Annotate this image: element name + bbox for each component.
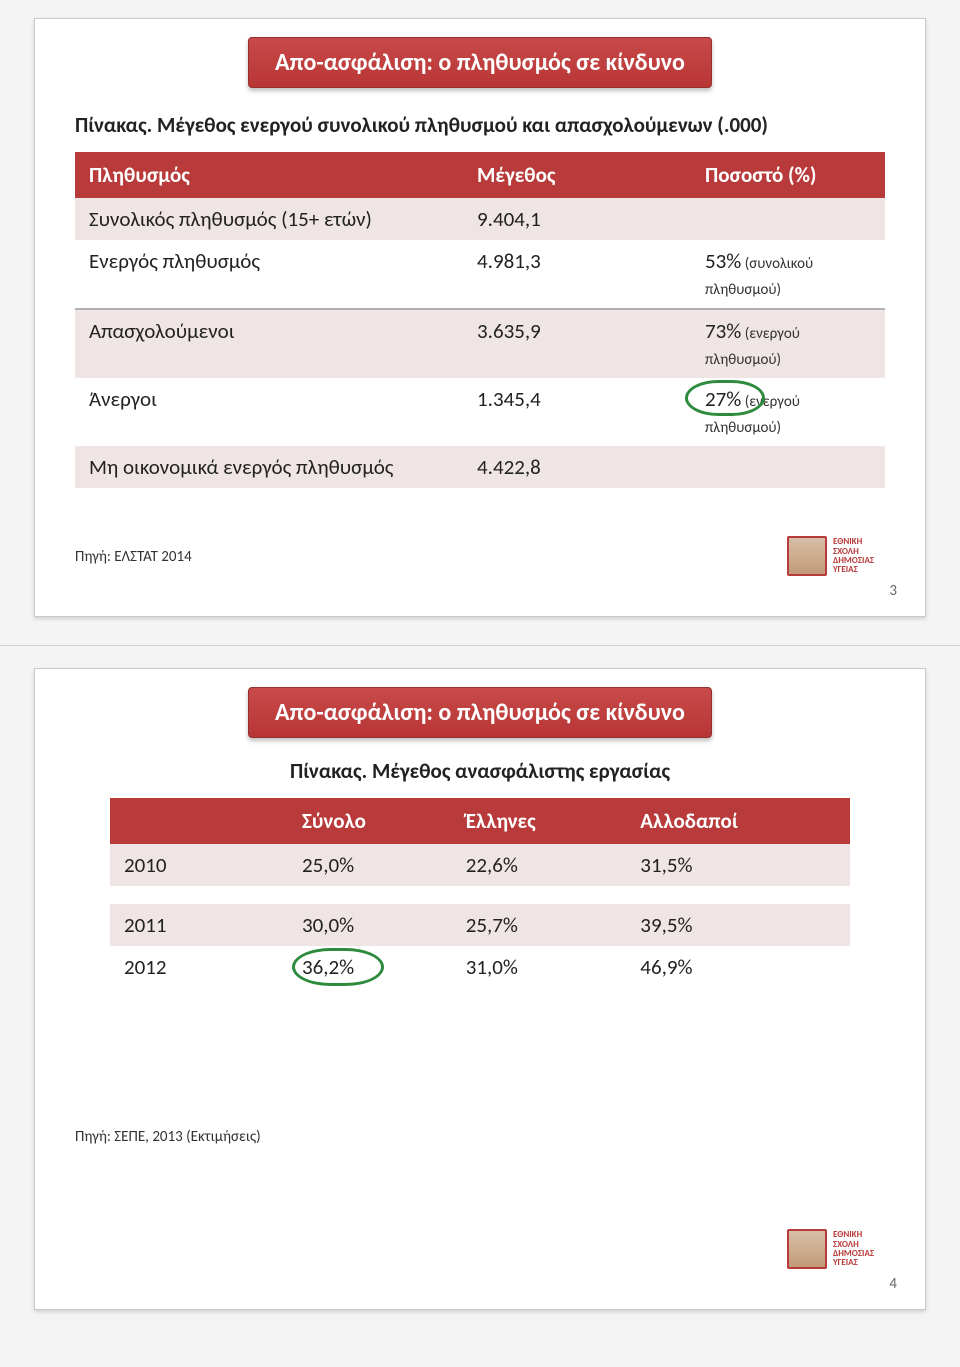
logo-text: ΕΘΝΙΚΗ ΣΧΟΛΗ ΔΗΜΟΣΙΑΣ ΥΓΕΙΑΣ <box>833 537 874 575</box>
s2-row1-greeks: 25,7% <box>452 904 627 946</box>
slide1-title: Απο-ασφάλιση: ο πληθυσμός σε κίνδυνο <box>248 37 712 88</box>
col-greeks: Έλληνες <box>452 798 627 844</box>
row0-label: Συνολικός πληθυσμός (15+ ετών) <box>75 198 463 240</box>
slide1-page-number: 3 <box>889 582 897 600</box>
row2-value: 3.635,9 <box>463 309 691 378</box>
s2-row2-year: 2012 <box>110 946 288 988</box>
row4-label: Μη οικονομικά ενεργός πληθυσμός <box>75 446 463 488</box>
slide2-table: Σύνολο Έλληνες Αλλοδαποί 2010 25,0% 22,6… <box>110 798 850 988</box>
row4-pct <box>691 446 885 488</box>
s2-row2-greeks: 31,0% <box>452 946 627 988</box>
s2-row1-total: 30,0% <box>288 904 452 946</box>
row3-value: 1.345,4 <box>463 378 691 446</box>
s2-row2-total: 36,2% <box>288 946 452 988</box>
logo-text: ΕΘΝΙΚΗ ΣΧΟΛΗ ΔΗΜΟΣΙΑΣ ΥΓΕΙΑΣ <box>833 1230 874 1268</box>
slide2-source: Πηγή: ΣΕΠΕ, 2013 (Εκτιμήσεις) <box>75 1128 885 1146</box>
row3-pct: 27% (ενεργού πληθυσμού) <box>691 378 885 446</box>
org-logo: ΕΘΝΙΚΗ ΣΧΟΛΗ ΔΗΜΟΣΙΑΣ ΥΓΕΙΑΣ <box>787 1229 897 1269</box>
row2-label: Απασχολούμενοι <box>75 309 463 378</box>
slide2-title: Απο-ασφάλιση: ο πληθυσμός σε κίνδυνο <box>248 687 712 738</box>
slide1-source: Πηγή: ΕΛΣΤΑΤ 2014 <box>75 548 885 566</box>
s2-row0-total: 25,0% <box>288 844 452 886</box>
slide-1: Απο-ασφάλιση: ο πληθυσμός σε κίνδυνο Πίν… <box>34 18 926 617</box>
row1-pct: 53% (συνολικού πληθυσμού) <box>691 240 885 309</box>
logo-square-icon <box>787 536 827 576</box>
logo-square-icon <box>787 1229 827 1269</box>
row0-pct <box>691 198 885 240</box>
s2-row0-year: 2010 <box>110 844 288 886</box>
slide2-subtitle: Πίνακας. Μέγεθος ανασφάλιστης εργασίας <box>75 758 885 784</box>
s2-row1-year: 2011 <box>110 904 288 946</box>
col-foreign: Αλλοδαποί <box>626 798 850 844</box>
col-year <box>110 798 288 844</box>
row4-value: 4.422,8 <box>463 446 691 488</box>
slide-2: Απο-ασφάλιση: ο πληθυσμός σε κίνδυνο Πίν… <box>34 668 926 1310</box>
s2-row0-foreign: 31,5% <box>626 844 850 886</box>
col-percent: Ποσοστό (%) <box>691 152 885 198</box>
slide1-subtitle: Πίνακας. Μέγεθος ενεργού συνολικού πληθυ… <box>75 112 885 138</box>
row3-label: Άνεργοι <box>75 378 463 446</box>
row0-value: 9.404,1 <box>463 198 691 240</box>
row2-pct: 73% (ενεργού πληθυσμού) <box>691 309 885 378</box>
col-size: Μέγεθος <box>463 152 691 198</box>
slide-separator <box>0 645 960 646</box>
s2-row0-greeks: 22,6% <box>452 844 627 886</box>
s2-row2-foreign: 46,9% <box>626 946 850 988</box>
slide2-page-number: 4 <box>889 1275 897 1293</box>
col-population: Πληθυσμός <box>75 152 463 198</box>
row1-value: 4.981,3 <box>463 240 691 309</box>
row1-label: Ενεργός πληθυσμός <box>75 240 463 309</box>
col-total: Σύνολο <box>288 798 452 844</box>
org-logo: ΕΘΝΙΚΗ ΣΧΟΛΗ ΔΗΜΟΣΙΑΣ ΥΓΕΙΑΣ <box>787 536 897 576</box>
slide1-table: Πληθυσμός Μέγεθος Ποσοστό (%) Συνολικός … <box>75 152 885 488</box>
s2-row1-foreign: 39,5% <box>626 904 850 946</box>
